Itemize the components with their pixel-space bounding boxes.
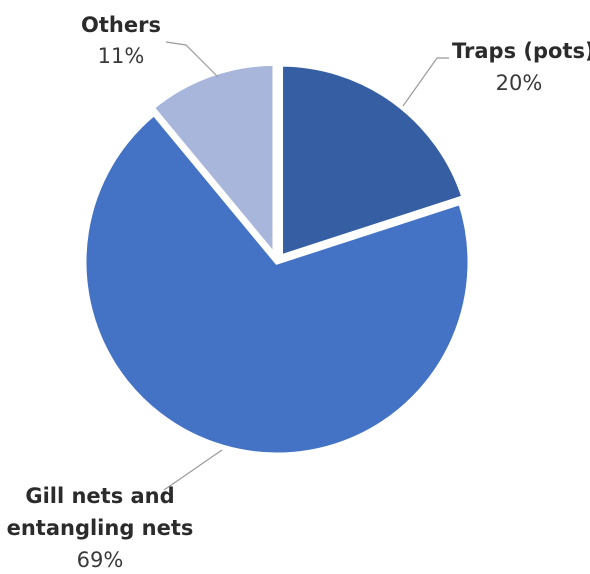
leader-lines xyxy=(163,41,449,491)
leader-others xyxy=(165,41,219,78)
label-gillnets-value: 69% xyxy=(77,548,124,572)
label-others-value: 11% xyxy=(98,44,145,68)
label-traps-value: 20% xyxy=(496,71,543,95)
label-gillnets-name-line1: Gill nets and xyxy=(25,484,174,508)
label-others-name: Others xyxy=(81,13,161,37)
pie-slices xyxy=(81,60,473,458)
label-traps-name: Traps (pots) xyxy=(452,39,590,63)
label-others: Others 11% xyxy=(81,13,161,68)
slice-others xyxy=(148,60,278,264)
label-gillnets: Gill nets and entangling nets 69% xyxy=(7,484,194,572)
slice-traps xyxy=(278,61,468,261)
leader-traps xyxy=(402,57,449,107)
leader-gillnets xyxy=(163,449,223,491)
slice-gillnets xyxy=(81,109,473,458)
label-traps: Traps (pots) 20% xyxy=(452,39,590,95)
label-gillnets-name-line2: entangling nets xyxy=(7,516,194,540)
